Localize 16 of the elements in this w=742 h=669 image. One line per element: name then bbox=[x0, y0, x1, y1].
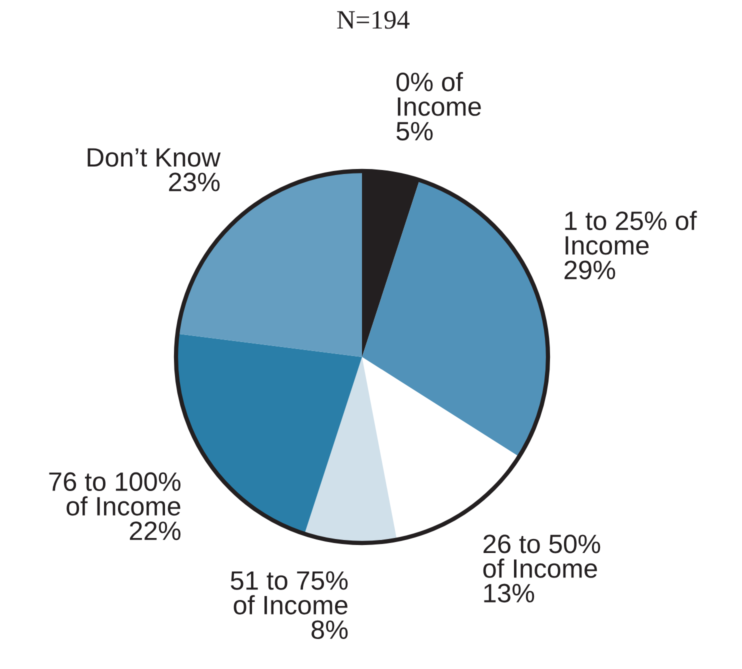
slice-label: 1 to 25% of Income bbox=[565, 210, 697, 255]
pie-slice bbox=[362, 171, 420, 357]
slice-label: Don’t Know bbox=[88, 148, 221, 167]
data-label: 8% bbox=[312, 620, 348, 640]
chart-title: N=194 bbox=[337, 11, 410, 29]
data-label: 13% bbox=[484, 584, 534, 602]
slice-label: 0% of Income bbox=[396, 72, 481, 116]
data-label: 22% bbox=[130, 522, 180, 540]
slice-label: 26 to 50% of Income bbox=[483, 534, 600, 578]
pie-slice bbox=[304, 357, 397, 543]
data-label: 23% bbox=[169, 172, 220, 192]
data-label: 5% bbox=[396, 122, 433, 141]
pie-slice bbox=[362, 180, 548, 457]
slice-label: 76 to 100% of Income bbox=[49, 472, 180, 516]
data-label: 29% bbox=[564, 260, 616, 280]
slice-label: 51 to 75% of Income bbox=[230, 571, 348, 614]
